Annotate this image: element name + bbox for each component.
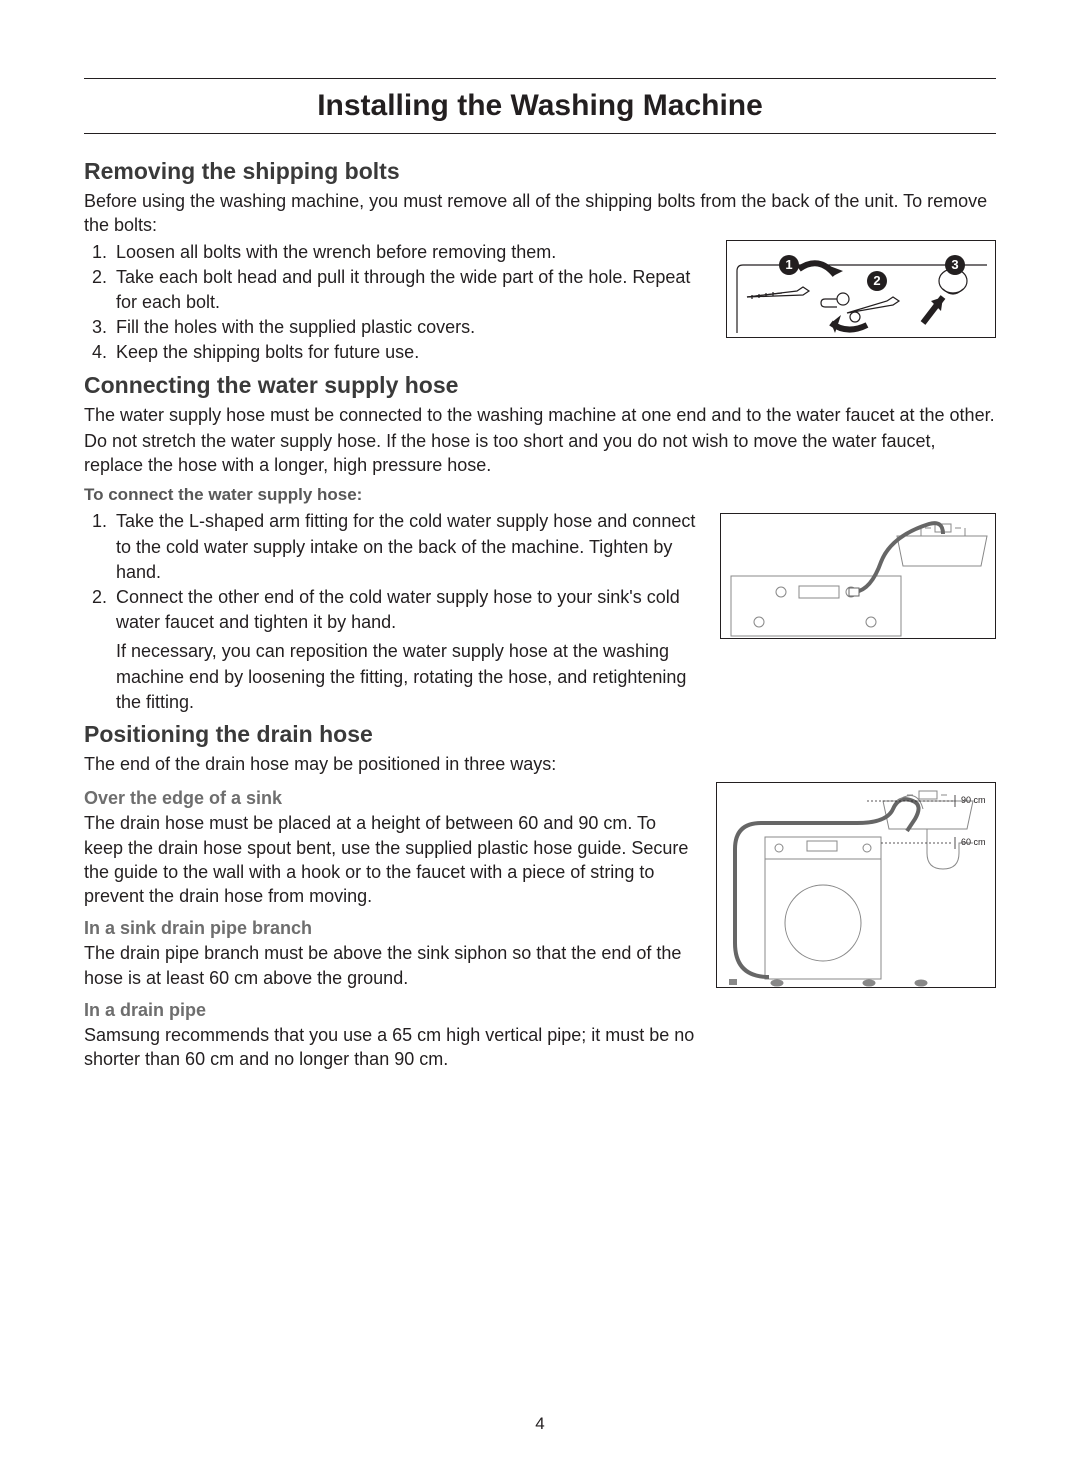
dim-60-label: 60 cm (961, 837, 986, 847)
figure-water-supply (720, 513, 996, 639)
dim-90-label: 90 cm (961, 795, 986, 805)
top-rule (84, 78, 996, 79)
section2-heading: Connecting the water supply hose (84, 372, 996, 399)
section1-step: Keep the shipping bolts for future use. (112, 340, 708, 365)
section2-intro1: The water supply hose must be connected … (84, 403, 996, 427)
figure-drain-hose: 90 cm 60 cm (716, 782, 996, 988)
section3-sub1-heading: Over the edge of a sink (84, 788, 698, 809)
section2-intro2: Do not stretch the water supply hose. If… (84, 429, 996, 478)
section1-step: Fill the holes with the supplied plastic… (112, 315, 708, 340)
section3-sub3-body: Samsung recommends that you use a 65 cm … (84, 1023, 698, 1072)
section3-sub2-body: The drain pipe branch must be above the … (84, 941, 698, 990)
section2-step-text: Connect the other end of the cold water … (116, 587, 680, 632)
svg-text:3: 3 (951, 257, 958, 272)
section3-heading: Positioning the drain hose (84, 721, 996, 748)
svg-text:2: 2 (873, 273, 880, 288)
section2-lead: To connect the water supply hose: (84, 485, 996, 505)
section3-sub3-heading: In a drain pipe (84, 1000, 698, 1021)
section1-step: Take each bolt head and pull it through … (112, 265, 708, 315)
figure-shipping-bolts: 1 2 3 (726, 240, 996, 338)
section1-steps: Loosen all bolts with the wrench before … (84, 240, 708, 366)
svg-text:1: 1 (785, 257, 792, 272)
section3-intro: The end of the drain hose may be positio… (84, 752, 996, 776)
section2-steps: Take the L-shaped arm fitting for the co… (84, 509, 702, 715)
section2-note: If necessary, you can reposition the wat… (116, 641, 686, 711)
page-title: Installing the Washing Machine (84, 83, 996, 134)
section1-heading: Removing the shipping bolts (84, 158, 996, 185)
section3-sub1-body: The drain hose must be placed at a heigh… (84, 811, 698, 908)
section2-step: Connect the other end of the cold water … (112, 585, 702, 715)
page-number: 4 (84, 1414, 996, 1434)
section2-step: Take the L-shaped arm fitting for the co… (112, 509, 702, 585)
section1-step: Loosen all bolts with the wrench before … (112, 240, 708, 265)
section3-sub2-heading: In a sink drain pipe branch (84, 918, 698, 939)
section1-intro: Before using the washing machine, you mu… (84, 189, 996, 238)
